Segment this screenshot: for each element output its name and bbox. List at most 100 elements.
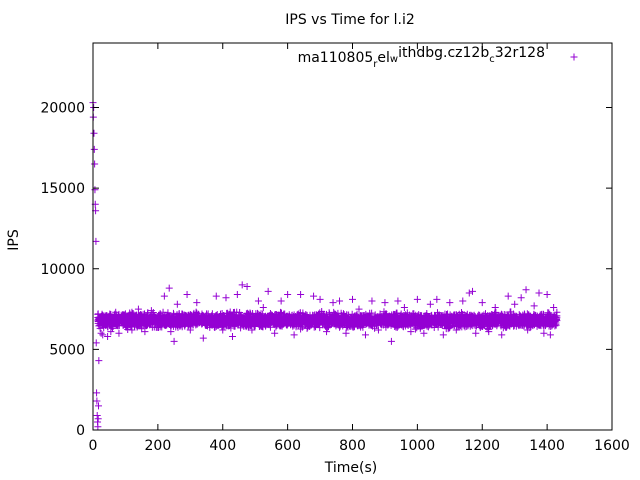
data-point — [212, 292, 220, 300]
data-point — [540, 311, 548, 319]
data-point — [535, 289, 543, 297]
data-point — [277, 297, 285, 305]
data-point — [248, 326, 256, 334]
legend: ma110805relwithdbg.cz12bc32r128 — [298, 45, 578, 70]
data-point — [115, 329, 123, 337]
data-point — [134, 305, 142, 313]
legend-label: ma110805relwithdbg.cz12bc32r128 — [298, 45, 545, 70]
data-point — [228, 332, 236, 340]
data-point — [522, 286, 530, 294]
data-point — [316, 324, 324, 332]
data-point — [222, 294, 230, 302]
data-point — [90, 145, 98, 153]
data-point — [108, 324, 116, 332]
data-point — [446, 323, 454, 331]
data-point — [128, 326, 136, 334]
data-point — [165, 284, 173, 292]
data-point — [92, 339, 100, 347]
x-tick-label: 1000 — [400, 438, 436, 454]
data-point — [199, 334, 207, 342]
x-tick-label: 800 — [339, 438, 366, 454]
data-point — [465, 289, 473, 297]
data-point — [105, 313, 113, 321]
data-point — [498, 331, 506, 339]
data-point — [91, 160, 99, 168]
y-tick-label: 10000 — [40, 262, 85, 278]
data-point — [420, 329, 428, 337]
data-point — [297, 291, 305, 299]
data-point — [254, 297, 262, 305]
data-point — [323, 323, 331, 331]
data-point — [504, 292, 512, 300]
data-point — [203, 310, 211, 318]
data-point — [452, 326, 460, 334]
x-tick-label: 1600 — [594, 438, 630, 454]
data-point — [368, 297, 376, 305]
data-point — [243, 282, 251, 290]
data-point — [99, 331, 107, 339]
data-point — [170, 337, 178, 345]
data-point — [485, 328, 493, 336]
data-point — [316, 295, 324, 303]
data-point — [141, 328, 149, 336]
data-point — [368, 309, 376, 317]
data-point — [355, 305, 363, 313]
data-point — [543, 291, 551, 299]
data-point — [93, 411, 101, 419]
data-point — [374, 326, 382, 334]
data-point — [393, 309, 401, 317]
x-tick-label: 1200 — [464, 438, 500, 454]
data-point — [459, 297, 467, 305]
data-point — [94, 415, 102, 423]
x-tick-label: 200 — [145, 438, 172, 454]
legend-marker — [570, 53, 578, 61]
data-point — [167, 328, 175, 336]
data-point — [186, 326, 194, 334]
data-point — [238, 281, 246, 289]
data-point — [219, 326, 227, 334]
y-tick-label: 5000 — [49, 342, 85, 358]
x-tick-label: 1400 — [529, 438, 565, 454]
data-point — [92, 237, 100, 245]
data-point — [336, 297, 344, 305]
data-point — [290, 331, 298, 339]
y-tick-label: 0 — [76, 423, 85, 439]
data-point — [107, 328, 115, 336]
data-point — [530, 302, 538, 310]
data-point — [478, 299, 486, 307]
data-point — [183, 291, 191, 299]
data-point — [147, 307, 155, 315]
data-point — [413, 295, 421, 303]
data-point — [284, 291, 292, 299]
data-point — [104, 332, 112, 340]
data-point — [546, 331, 554, 339]
y-axis-label: IPS — [6, 229, 22, 251]
data-point — [233, 291, 241, 299]
axes: 0 200 400 600 800 1000 1200 1400 1600 0 5000 10000 1… — [40, 42, 630, 454]
data-point — [193, 299, 201, 307]
data-point — [91, 186, 99, 194]
data-point — [426, 300, 434, 308]
data-point — [121, 310, 129, 318]
data-point — [323, 328, 331, 336]
data-point — [394, 297, 402, 305]
data-point — [102, 321, 110, 329]
data-points — [89, 99, 561, 431]
data-point — [159, 308, 167, 316]
data-point — [439, 331, 447, 339]
data-point — [154, 320, 162, 328]
data-point — [264, 287, 272, 295]
data-point — [517, 294, 525, 302]
data-point — [553, 308, 561, 316]
data-point — [433, 295, 441, 303]
data-point — [491, 303, 499, 311]
data-point — [400, 303, 408, 311]
data-point — [100, 315, 108, 323]
plot-frame — [92, 42, 613, 431]
data-point — [160, 292, 168, 300]
data-point — [349, 295, 356, 303]
data-point — [342, 329, 350, 337]
chart-title: IPS vs Time for l.i2 — [285, 12, 415, 28]
data-point — [95, 357, 103, 365]
